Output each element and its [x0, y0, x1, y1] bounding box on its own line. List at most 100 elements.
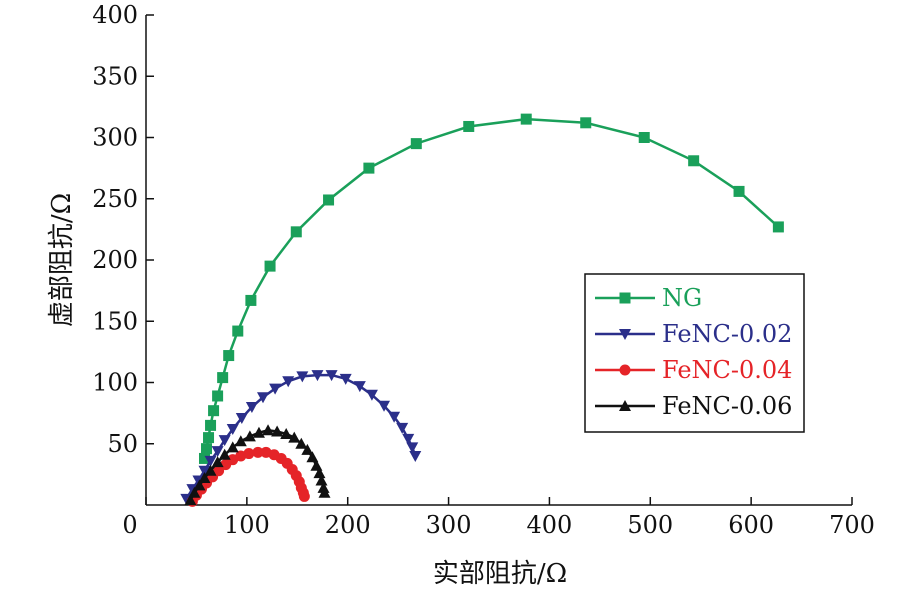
series-fenc-0-06 [184, 424, 331, 506]
data-point [388, 411, 401, 423]
data-point [406, 442, 419, 454]
data-point [205, 419, 217, 431]
data-point [463, 120, 475, 132]
data-point [688, 155, 700, 167]
x-tick-label: 700 [829, 511, 875, 539]
data-point [243, 448, 255, 460]
y-tick-label: 50 [107, 430, 138, 458]
data-point [184, 494, 197, 506]
data-point [638, 132, 650, 143]
data-point [204, 464, 217, 476]
data-point [580, 117, 592, 129]
y-tick-label: 350 [92, 62, 138, 90]
data-point [295, 437, 308, 449]
legend-item: FeNC-0.06 [595, 392, 792, 420]
y-tick-label: 150 [92, 307, 138, 335]
data-point [733, 185, 745, 197]
data-point [271, 425, 284, 437]
series-fenc-0-04 [186, 446, 310, 507]
data-point [288, 431, 301, 443]
data-point [396, 422, 409, 434]
data-point [402, 433, 415, 445]
legend-marker [619, 329, 631, 340]
data-point [211, 456, 224, 468]
data-point [217, 372, 229, 384]
data-point [223, 350, 235, 362]
x-tick-label: 300 [426, 511, 472, 539]
data-point [235, 413, 248, 425]
data-point [226, 441, 239, 453]
data-point [311, 370, 324, 382]
legend: NG FeNC-0.02 FeNC-0.04 FeNC-0.06 [584, 273, 805, 433]
x-tick-label: 400 [527, 511, 573, 539]
data-point [208, 405, 220, 417]
y-tick-label: 200 [92, 246, 138, 274]
y-tick-label: 100 [92, 369, 138, 397]
y-tick-label: 400 [92, 1, 138, 29]
data-point [282, 376, 295, 388]
data-point [301, 443, 314, 455]
data-point [772, 221, 784, 233]
data-point [280, 427, 293, 439]
data-point [315, 474, 328, 486]
legend-label: NG [662, 284, 702, 312]
legend-label: FeNC-0.02 [662, 320, 792, 348]
data-point [204, 455, 217, 467]
data-point [193, 479, 206, 491]
data-point [363, 162, 375, 174]
data-point [256, 392, 269, 404]
legend-marker [619, 364, 631, 376]
legend-item: FeNC-0.04 [595, 356, 792, 384]
data-point [245, 294, 257, 306]
data-point [298, 490, 310, 502]
data-point [353, 381, 366, 393]
data-point [409, 451, 422, 462]
data-point [410, 138, 422, 150]
y-ticks: 50 100 150 200 250 300 350 400 [92, 1, 154, 458]
data-point [296, 371, 309, 383]
data-point [269, 383, 282, 395]
data-point [245, 402, 258, 413]
data-point [318, 486, 331, 498]
data-point [264, 260, 276, 272]
data-point [317, 481, 330, 493]
legend-marker [619, 292, 631, 304]
x-ticks: 0 100 200 300 400 500 600 700 [122, 497, 875, 539]
data-point [198, 472, 211, 484]
y-tick-label: 300 [92, 124, 138, 152]
series-line [203, 117, 780, 459]
series-layer [180, 113, 784, 507]
x-tick-label: 100 [224, 511, 270, 539]
data-point [218, 435, 231, 447]
data-point [203, 432, 215, 444]
data-point [323, 194, 335, 206]
data-point [313, 467, 326, 479]
legend-label: FeNC-0.06 [662, 392, 792, 420]
legend-item: FeNC-0.02 [595, 320, 792, 348]
data-point [252, 446, 264, 458]
legend-marker [619, 400, 631, 411]
data-point [226, 424, 239, 436]
data-point [212, 390, 224, 402]
data-point [520, 113, 532, 125]
y-axis-title: 虚部阻抗/Ω [47, 193, 77, 327]
data-point [186, 484, 199, 496]
data-point [243, 430, 256, 442]
x-axis-title: 实部阻抗/Ω [433, 559, 567, 589]
data-point [339, 373, 352, 385]
data-point [211, 446, 224, 458]
data-point [252, 426, 265, 438]
y-tick-label: 250 [92, 185, 138, 213]
legend-label: FeNC-0.04 [662, 356, 792, 384]
data-point [365, 389, 378, 401]
data-point [290, 226, 302, 238]
data-point [378, 400, 391, 412]
x-tick-label: 200 [325, 511, 371, 539]
data-point [262, 424, 275, 436]
legend-item: NG [595, 284, 702, 312]
data-point [198, 452, 210, 464]
data-point [218, 448, 231, 460]
data-point [188, 486, 201, 498]
x-tick-label: 500 [627, 511, 673, 539]
